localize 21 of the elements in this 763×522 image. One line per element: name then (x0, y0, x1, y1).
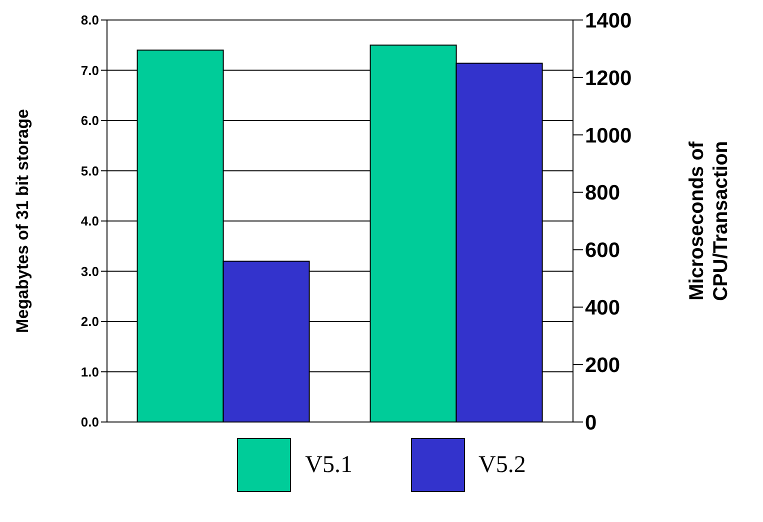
y-tick-label: 4.0 (80, 214, 99, 229)
legend-label: V5.2 (478, 452, 526, 478)
y-tick-label: 1.0 (80, 364, 99, 380)
y2-tick-label: 400 (585, 296, 620, 320)
y2-tick-label: 0 (585, 411, 597, 434)
y2-tick-label: 1200 (585, 66, 632, 90)
y2-tick-label: 1400 (585, 9, 632, 32)
y2-tick-label: 200 (585, 354, 620, 378)
y-tick-label: 6.0 (80, 113, 99, 128)
y2-axis-title: Microseconds of CPU/Transaction (686, 140, 732, 302)
y-tick-label: 3.0 (80, 264, 99, 279)
y-tick-label: 0.0 (80, 414, 99, 430)
y-axis-title: Megabytes of 31 bit storage (13, 109, 32, 333)
y-tick-label: 8.0 (80, 12, 99, 28)
legend-label: V5.1 (305, 452, 352, 478)
y2-tick-label: 600 (585, 239, 620, 262)
y-tick-label: 5.0 (80, 163, 99, 178)
y2-tick-label: 800 (585, 182, 620, 205)
y2-tick-label: 1000 (585, 124, 632, 148)
y-tick-label: 2.0 (80, 314, 99, 330)
y-tick-label: 7.0 (80, 62, 99, 78)
